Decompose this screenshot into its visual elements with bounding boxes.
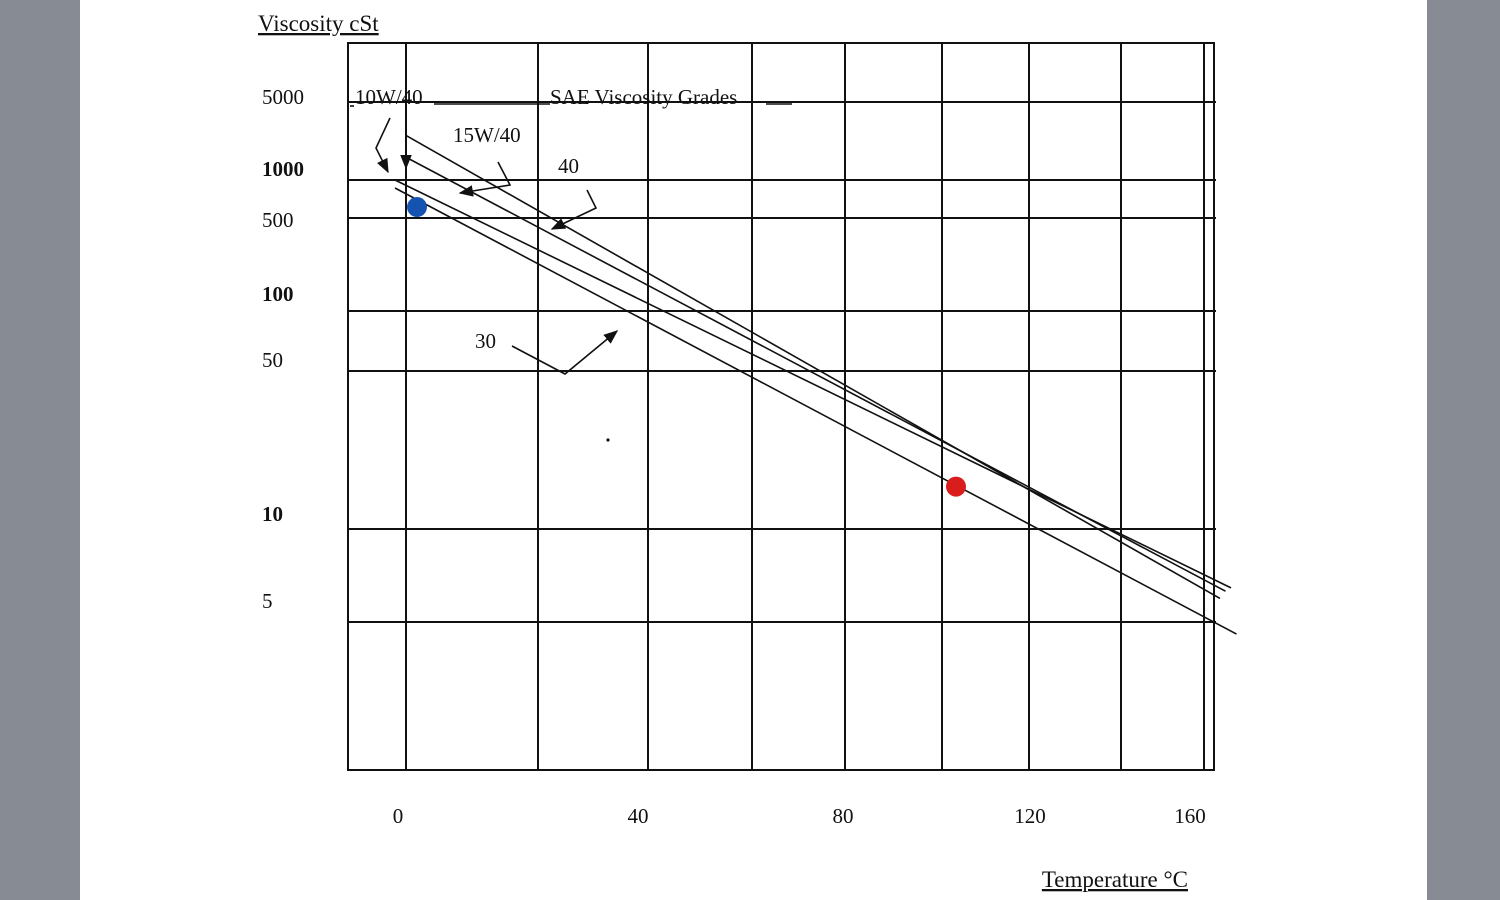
- y-tick-label: 500: [262, 208, 294, 232]
- viscosity-chart: Viscosity cSt Temperature °C 50001000500…: [258, 11, 1237, 892]
- x-axis-ticks: 0 40 80 120 160: [393, 804, 1206, 828]
- leader-arrow: [511, 330, 619, 375]
- series-line-40: [405, 134, 1221, 600]
- y-tick-label: 10: [262, 502, 283, 526]
- y-tick-label: 1000: [262, 157, 304, 181]
- x-tick-label: 0: [393, 804, 404, 828]
- x-tick-label: 120: [1014, 804, 1046, 828]
- stray-dot: [606, 438, 610, 442]
- x-tick-label: 40: [628, 804, 649, 828]
- y-tick-label: 100: [262, 282, 294, 306]
- series-label-40: 40: [558, 154, 579, 178]
- annotation-arrows: [350, 103, 792, 375]
- data-markers: [407, 197, 966, 497]
- x-tick-label: 80: [833, 804, 854, 828]
- chart-title: Viscosity cSt: [258, 11, 379, 36]
- x-tick-label: 160: [1174, 804, 1206, 828]
- document-page: Viscosity cSt Temperature °C 5000 1000 500…: [80, 0, 1427, 900]
- grid: [347, 42, 1216, 771]
- leader-arrow: [550, 189, 598, 230]
- series-labels: 10W/40 15W/40 40 30: [355, 85, 579, 353]
- series-line-30: [394, 187, 1237, 635]
- y-tick-label: 5: [262, 589, 273, 613]
- y-tick-label: 5000: [262, 85, 304, 109]
- y-tick-label: 50: [262, 348, 283, 372]
- y-axis-ticks: 5000 1000 500 100 50 10 5: [262, 85, 304, 613]
- x-axis-label: Temperature °C: [1042, 867, 1188, 892]
- series-label-15w-40: 15W/40: [453, 123, 521, 147]
- series-label-10w-40: 10W/40: [355, 85, 423, 109]
- series-label-30: 30: [475, 329, 496, 353]
- plot-frame: [347, 42, 1215, 771]
- sae-annotation: SAE Viscosity Grades: [550, 85, 737, 109]
- series-line-10w-40: [394, 179, 1232, 589]
- blue-point: [407, 197, 427, 218]
- red-point: [946, 476, 966, 497]
- series-line-15w-40: [405, 156, 1226, 592]
- series-lines: [394, 134, 1237, 635]
- leader-arrow: [458, 161, 512, 197]
- leader-arrow: [375, 117, 391, 174]
